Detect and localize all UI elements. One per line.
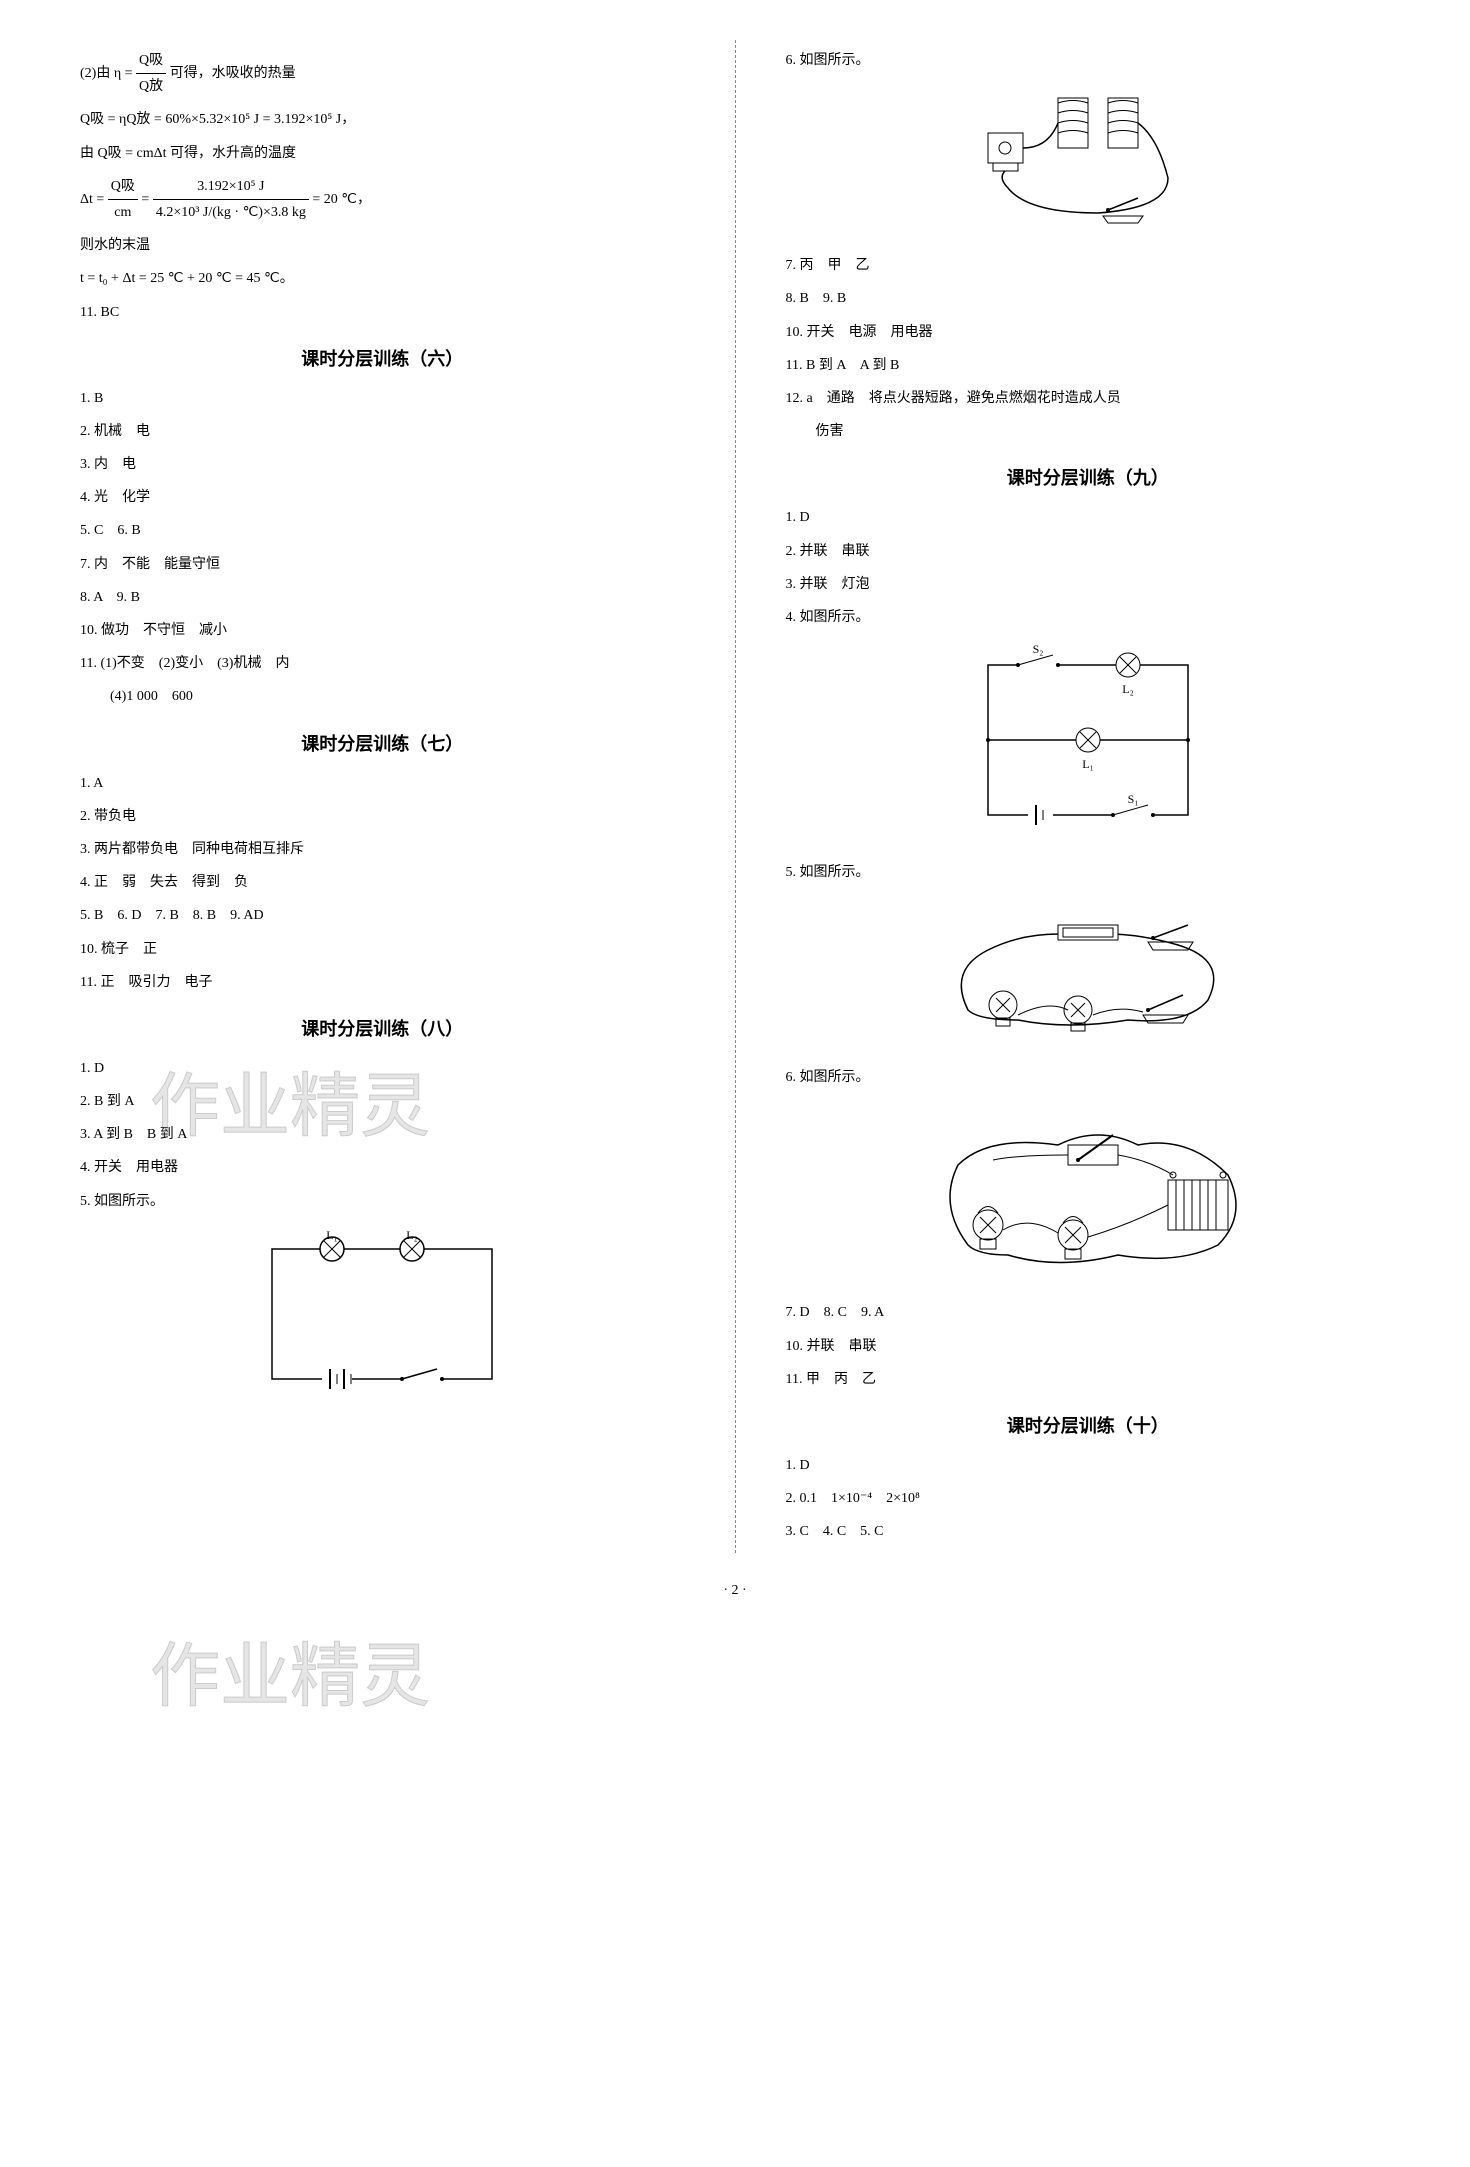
- page-number: · 2 ·: [80, 1583, 1390, 1599]
- answer-item: 10. 做功 不守恒 减小: [80, 618, 685, 643]
- answer-item: 11. BC: [80, 300, 685, 325]
- solution-line: 由 Q吸 = cmΔt 可得，水升高的温度: [80, 141, 685, 166]
- svg-text:S₂: S₂: [1032, 645, 1043, 656]
- answer-item: 1. D: [786, 1453, 1391, 1478]
- answer-item: 11. 正 吸引力 电子: [80, 970, 685, 995]
- answer-item: 10. 并联 串联: [786, 1334, 1391, 1359]
- solution-line: (2)由 η = Q吸 Q放 可得，水吸收的热量: [80, 48, 685, 99]
- circuit-diagram-9-6: [786, 1105, 1391, 1285]
- circuit-diagram-top: [786, 88, 1391, 238]
- svg-text:L₂: L₂: [1122, 682, 1134, 696]
- answer-item: 7. 内 不能 能量守恒: [80, 552, 685, 577]
- answer-item: 2. 带负电: [80, 804, 685, 829]
- fraction: Q吸 Q放: [136, 48, 166, 99]
- fraction: 3.192×10⁵ J 4.2×10³ J/(kg · ℃)×3.8 kg: [153, 174, 309, 225]
- answer-item: 2. 并联 串联: [786, 539, 1391, 564]
- answer-item: 3. A 到 B B 到 A: [80, 1122, 685, 1147]
- answer-item: 5. B 6. D 7. B 8. B 9. AD: [80, 903, 685, 928]
- solution-line: Q吸 = ηQ放 = 60%×5.32×10⁵ J = 3.192×10⁵ J，: [80, 107, 685, 132]
- section-title-9: 课时分层训练（九）: [786, 464, 1391, 490]
- answer-item: 2. B 到 A: [80, 1089, 685, 1114]
- svg-text:S₁: S₁: [1127, 792, 1138, 806]
- answer-item: 1. B: [80, 386, 685, 411]
- watermark: 作业精灵: [150, 1620, 430, 1721]
- circuit-diagram-9-4: S₂ L₂ L₁ S₁: [786, 645, 1391, 845]
- answer-item: 3. C 4. C 5. C: [786, 1519, 1391, 1544]
- answer-item: 5. 如图所示。: [80, 1189, 685, 1214]
- text: =: [141, 192, 152, 207]
- section-title-10: 课时分层训练（十）: [786, 1412, 1391, 1438]
- column-divider: [735, 40, 736, 1553]
- text: Δt =: [80, 192, 108, 207]
- answer-item: 4. 光 化学: [80, 485, 685, 510]
- answer-item: 8. A 9. B: [80, 585, 685, 610]
- circuit-diagram-9-5: [786, 900, 1391, 1050]
- answer-item: 7. 丙 甲 乙: [786, 253, 1391, 278]
- answer-item: 4. 开关 用电器: [80, 1155, 685, 1180]
- answer-item: 4. 如图所示。: [786, 605, 1391, 630]
- solution-line: 则水的末温: [80, 233, 685, 258]
- section-title-8: 课时分层训练（八）: [80, 1015, 685, 1041]
- left-column: (2)由 η = Q吸 Q放 可得，水吸收的热量 Q吸 = ηQ放 = 60%×…: [80, 40, 685, 1553]
- answer-item: 3. 并联 灯泡: [786, 572, 1391, 597]
- numerator: 3.192×10⁵ J: [153, 174, 309, 200]
- answer-item: 2. 0.1 1×10⁻⁴ 2×10⁸: [786, 1486, 1391, 1511]
- answer-item: 6. 如图所示。: [786, 48, 1391, 73]
- text: = 20 ℃，: [312, 192, 371, 207]
- answer-item: 8. B 9. B: [786, 286, 1391, 311]
- numerator: Q吸: [108, 174, 138, 200]
- denominator: Q放: [136, 74, 166, 99]
- answer-item: (4)1 000 600: [80, 684, 685, 709]
- answer-item: 10. 梳子 正: [80, 937, 685, 962]
- solution-line: t = t₀ + Δt = 25 ℃ + 20 ℃ = 45 ℃。: [80, 266, 685, 291]
- circuit-diagram-8-5: L₁ L₂: [80, 1229, 685, 1409]
- answer-item: 12. a 通路 将点火器短路，避免点燃烟花时造成人员: [786, 386, 1391, 411]
- denominator: cm: [108, 200, 138, 225]
- answer-item: 6. 如图所示。: [786, 1065, 1391, 1090]
- answer-item: 11. 甲 丙 乙: [786, 1367, 1391, 1392]
- fraction: Q吸 cm: [108, 174, 138, 225]
- section-title-6: 课时分层训练（六）: [80, 345, 685, 371]
- answer-item: 2. 机械 电: [80, 419, 685, 444]
- section-title-7: 课时分层训练（七）: [80, 730, 685, 756]
- answer-item: 3. 两片都带负电 同种电荷相互排斥: [80, 837, 685, 862]
- page-container: (2)由 η = Q吸 Q放 可得，水吸收的热量 Q吸 = ηQ放 = 60%×…: [80, 40, 1390, 1553]
- denominator: 4.2×10³ J/(kg · ℃)×3.8 kg: [153, 200, 309, 225]
- answer-item: 11. (1)不变 (2)变小 (3)机械 内: [80, 651, 685, 676]
- answer-item: 伤害: [786, 419, 1391, 444]
- text: (2)由 η =: [80, 66, 136, 81]
- answer-item: 5. 如图所示。: [786, 860, 1391, 885]
- answer-item: 11. B 到 A A 到 B: [786, 353, 1391, 378]
- right-column: 6. 如图所示。 7. 丙 甲 乙 8. B 9. B: [786, 40, 1391, 1553]
- numerator: Q吸: [136, 48, 166, 74]
- answer-item: 3. 内 电: [80, 452, 685, 477]
- answer-item: 1. D: [80, 1056, 685, 1081]
- answer-item: 10. 开关 电源 用电器: [786, 320, 1391, 345]
- text: 可得，水吸收的热量: [170, 66, 296, 81]
- answer-item: 1. D: [786, 505, 1391, 530]
- answer-item: 7. D 8. C 9. A: [786, 1300, 1391, 1325]
- solution-line: Δt = Q吸 cm = 3.192×10⁵ J 4.2×10³ J/(kg ·…: [80, 174, 685, 225]
- lamp-label: L₁: [326, 1229, 338, 1242]
- answer-item: 4. 正 弱 失去 得到 负: [80, 870, 685, 895]
- svg-text:L₁: L₁: [1082, 757, 1094, 771]
- lamp-label: L₂: [406, 1229, 418, 1242]
- answer-item: 1. A: [80, 771, 685, 796]
- answer-item: 5. C 6. B: [80, 518, 685, 543]
